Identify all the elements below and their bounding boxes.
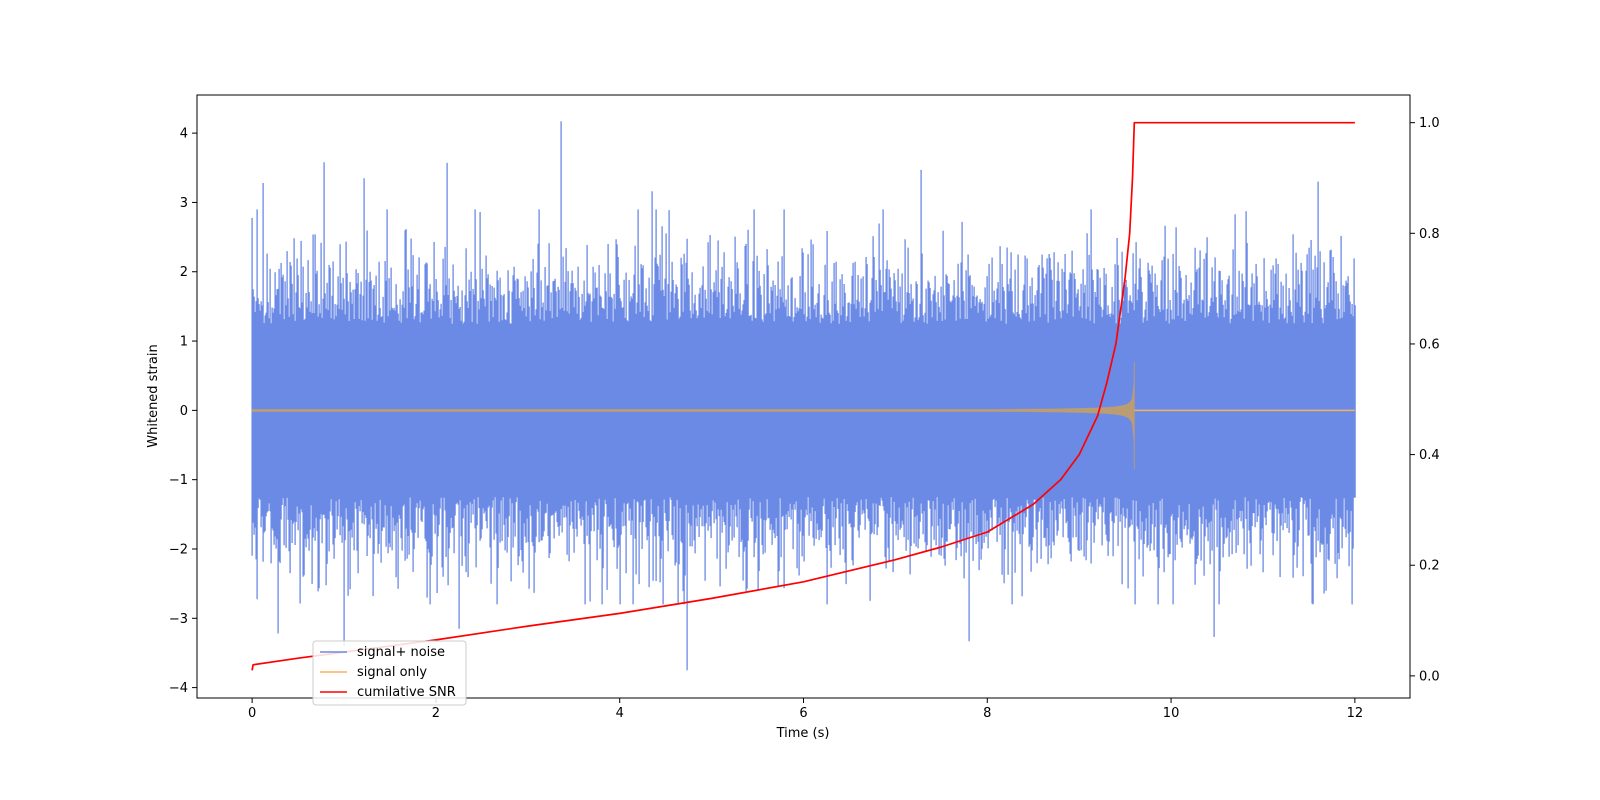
y-tick-label: 4: [180, 127, 188, 142]
snr-layer: [251, 121, 1355, 671]
x-tick-label: 8: [983, 706, 991, 721]
y-tick-label: 0: [180, 404, 188, 419]
y2-tick-label: 0.6: [1419, 337, 1440, 352]
x-tick-label: 4: [616, 706, 624, 721]
y2-tick-label: 0.2: [1419, 559, 1440, 574]
legend-label-signal-noise: signal+ noise: [357, 645, 445, 660]
cumilative-snr-line: [251, 121, 1355, 671]
signal-only-layer: [251, 361, 1355, 470]
y2-tick-label: 0.8: [1419, 227, 1440, 242]
x-tick-label: 6: [799, 706, 807, 721]
y2-tick-label: 1.0: [1419, 116, 1440, 131]
legend-label-cumilative-snr: cumilative SNR: [357, 685, 456, 700]
y2-tick-label: 0.4: [1419, 448, 1440, 463]
x-tick-label: 2: [432, 706, 440, 721]
x-axis-label: Time (s): [776, 726, 830, 741]
y-tick-label: 1: [180, 335, 188, 350]
y-tick-label: 3: [180, 196, 188, 211]
x-tick-label: 10: [1163, 706, 1180, 721]
legend-label-signal-only: signal only: [357, 665, 427, 680]
y-tick-label: 2: [180, 265, 188, 280]
x-tick-label: 12: [1347, 706, 1364, 721]
y2-tick-label: 0.0: [1419, 669, 1440, 684]
signal-noise-line: [251, 121, 1356, 671]
signal-only-envelope: [251, 361, 1135, 470]
x-tick-label: 0: [248, 706, 256, 721]
legend: signal+ noise signal only cumilative SNR: [312, 640, 467, 706]
y-tick-label: −4: [169, 681, 188, 696]
y-tick-label: −1: [169, 473, 188, 488]
y-tick-label: −2: [169, 542, 188, 557]
legend-box: [312, 640, 467, 706]
y-tick-label: −3: [169, 612, 188, 627]
y-axis-label: Whitened strain: [146, 344, 161, 447]
